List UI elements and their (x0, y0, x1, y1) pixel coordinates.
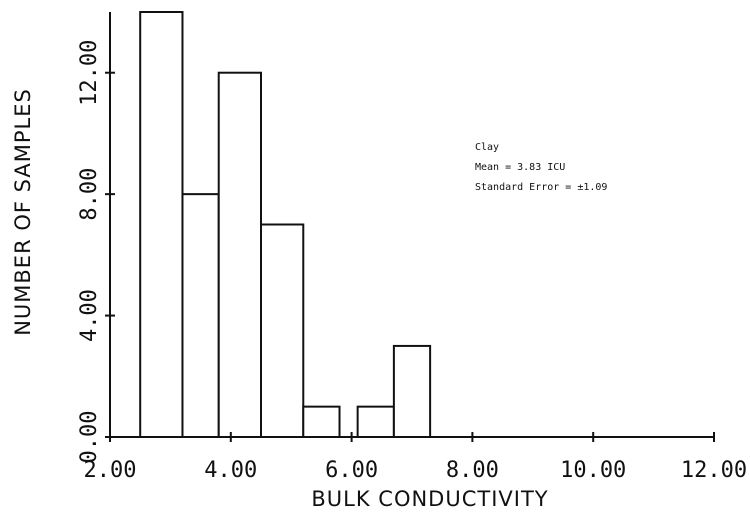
bar-1 (181, 193, 220, 438)
bar-2 (217, 71, 262, 438)
y-tick-label-1: 4.00 (77, 289, 102, 342)
axes-layer (109, 12, 714, 438)
bar-4 (302, 405, 341, 438)
x-tick-label-5: 12.00 (681, 458, 747, 483)
x-axis-title: BULK CONDUCTIVITY (311, 487, 548, 511)
bars-layer (139, 11, 432, 438)
y-ticks: 0.00 4.00 8.00 12.00 (77, 40, 115, 464)
x-tick-label-0: 2.00 (84, 458, 137, 483)
y-tick-label-0: 0.00 (77, 411, 102, 464)
x-tick-label-1: 4.00 (204, 458, 257, 483)
x-ticks: 2.00 4.00 6.00 8.00 10.00 12.00 (84, 432, 747, 483)
annotation-material: Clay (475, 142, 499, 153)
bar-3 (260, 223, 305, 438)
bar-7 (392, 344, 432, 438)
bar-6 (356, 405, 395, 438)
x-tick-label-3: 8.00 (446, 458, 499, 483)
x-tick-label-4: 10.00 (560, 458, 626, 483)
annotation-box: Clay Mean = 3.83 ICU Standard Error = ±1… (475, 142, 607, 193)
x-tick-label-2: 6.00 (325, 458, 378, 483)
annotation-mean: Mean = 3.83 ICU (475, 162, 565, 173)
y-tick-label-3: 12.00 (77, 40, 102, 106)
bar-0 (139, 11, 184, 438)
annotation-standard-error: Standard Error = ±1.09 (475, 182, 607, 193)
y-axis-title: NUMBER OF SAMPLES (11, 88, 35, 336)
y-tick-label-2: 8.00 (77, 168, 102, 221)
